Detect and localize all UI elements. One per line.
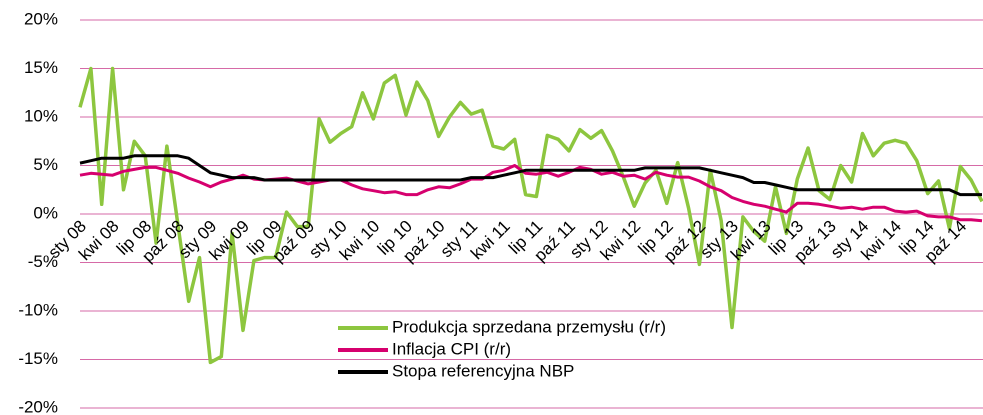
- y-tick-label: -5%: [28, 252, 58, 271]
- legend-label: Inflacja CPI (r/r): [392, 339, 511, 358]
- y-tick-label: 15%: [24, 58, 58, 77]
- y-tick-label: 20%: [24, 9, 58, 28]
- y-tick-label: -15%: [18, 349, 58, 368]
- y-tick-label: -20%: [18, 397, 58, 415]
- legend-label: Produkcja sprzedana przemysłu (r/r): [392, 317, 666, 336]
- y-tick-label: 5%: [33, 155, 58, 174]
- y-tick-label: 10%: [24, 106, 58, 125]
- series-line: [79, 164, 983, 223]
- series-line: [79, 154, 982, 197]
- y-tick-label: 0%: [33, 203, 58, 222]
- legend-label: Stopa referencyjna NBP: [392, 361, 574, 380]
- series-line: [78, 66, 983, 365]
- y-tick-label: -10%: [18, 300, 58, 319]
